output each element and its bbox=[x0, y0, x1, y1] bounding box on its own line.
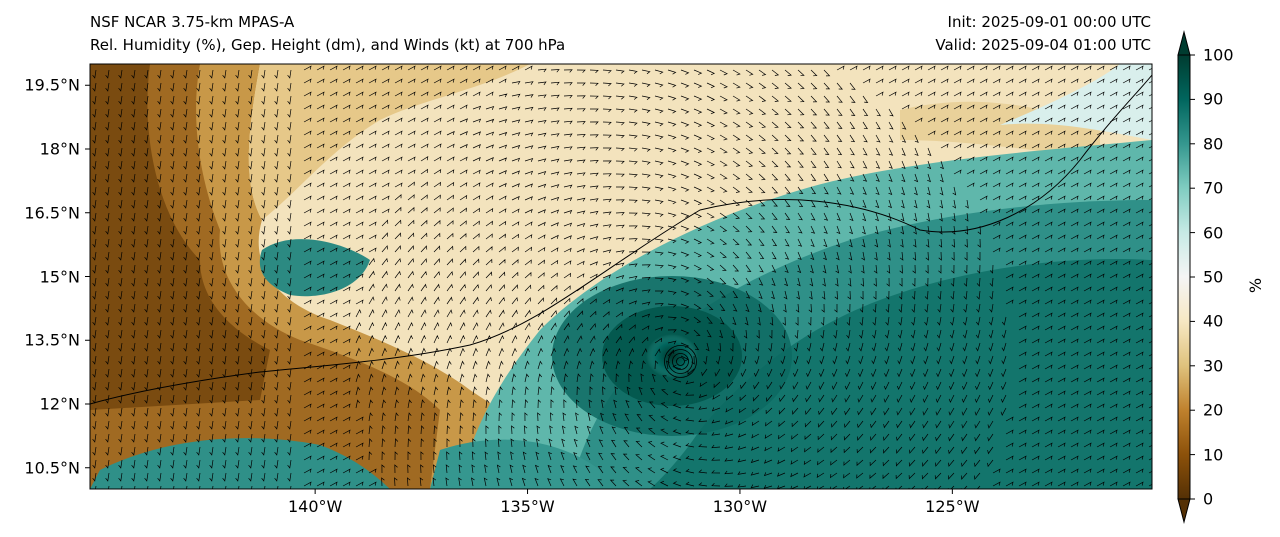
colorbar-body bbox=[1178, 55, 1190, 499]
model-title: NSF NCAR 3.75-km MPAS-A bbox=[90, 13, 295, 31]
colorbar-tick-label: 30 bbox=[1203, 356, 1224, 376]
colorbar-tick-label: 0 bbox=[1203, 489, 1214, 509]
cyclone-eye-ring bbox=[676, 357, 685, 366]
lon-tick-label: 130°W bbox=[712, 497, 768, 516]
wind-barbs bbox=[92, 65, 1152, 489]
height-contours bbox=[90, 74, 1152, 405]
lon-tick-label: 135°W bbox=[500, 497, 555, 516]
lat-tick-label: 18°N bbox=[39, 139, 80, 159]
lat-tick-label: 19.5°N bbox=[24, 75, 80, 95]
colorbar-tick-label: 70 bbox=[1203, 178, 1224, 198]
cyclone-eye-ring bbox=[672, 353, 689, 370]
colorbar-tick-label: 20 bbox=[1203, 400, 1224, 420]
colorbar-tick-label: 60 bbox=[1203, 223, 1224, 243]
lon-tick-label: 140°W bbox=[287, 497, 343, 516]
colorbar-unit: % bbox=[1246, 277, 1266, 294]
colorbar-tick-label: 100 bbox=[1203, 45, 1234, 65]
lon-tick-label: 125°W bbox=[925, 497, 980, 516]
colorbar-extend-max bbox=[1177, 30, 1191, 56]
lat-tick-label: 12°N bbox=[39, 394, 80, 414]
colorbar-tick-label: 10 bbox=[1203, 445, 1224, 465]
init-time: Init: 2025-09-01 00:00 UTC bbox=[947, 13, 1151, 31]
wind-barb-field bbox=[92, 65, 1152, 489]
colorbar-tick-label: 40 bbox=[1203, 311, 1224, 331]
valid-time: Valid: 2025-09-04 01:00 UTC bbox=[935, 36, 1151, 54]
fields-title: Rel. Humidity (%), Gep. Height (dm), and… bbox=[90, 36, 566, 54]
colorbar bbox=[1177, 30, 1195, 524]
colorbar-extend-min bbox=[1177, 498, 1191, 524]
lat-tick-label: 13.5°N bbox=[24, 330, 80, 350]
colorbar-tick-label: 90 bbox=[1203, 89, 1224, 109]
lat-tick-label: 10.5°N bbox=[24, 458, 80, 478]
lat-tick-label: 16.5°N bbox=[24, 203, 80, 223]
cyclone-eye-ring bbox=[664, 345, 697, 378]
rh-field bbox=[90, 64, 1152, 489]
colorbar-tick-label: 50 bbox=[1203, 267, 1224, 287]
lat-axis bbox=[85, 84, 90, 469]
lat-tick-label: 15°N bbox=[39, 267, 80, 286]
lon-axis bbox=[314, 489, 953, 494]
cyclone-eye-ring bbox=[668, 349, 693, 374]
colorbar-tick-label: 80 bbox=[1203, 134, 1224, 154]
